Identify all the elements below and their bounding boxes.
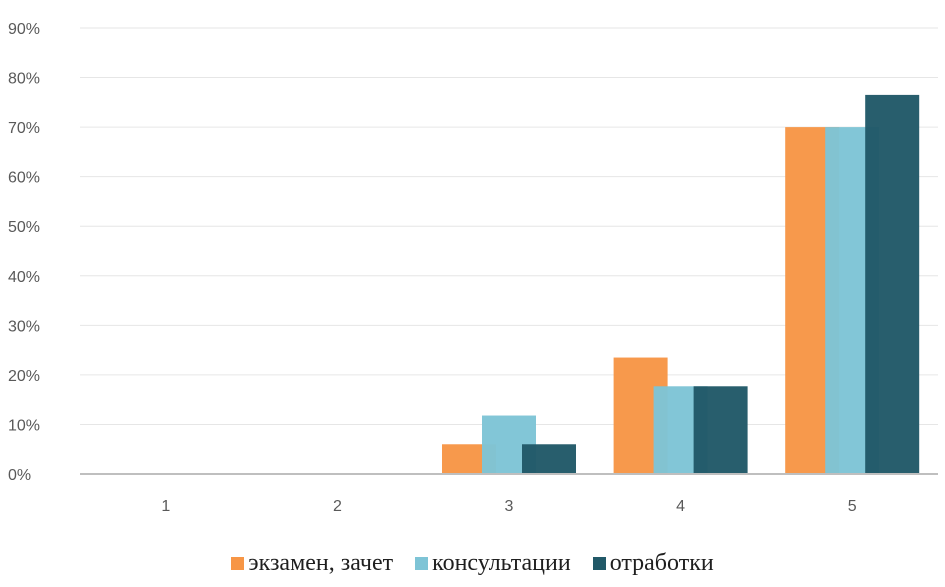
y-tick-label: 70% (8, 120, 40, 137)
bar-3-5 (865, 94, 920, 475)
y-tick-label: 50% (8, 219, 40, 236)
gridlines (80, 27, 938, 425)
legend-label: экзамен, зачет (248, 549, 394, 576)
bar-3-4 (693, 386, 748, 474)
x-tick-label: 1 (161, 498, 170, 515)
legend-item-3: отработки (592, 549, 714, 577)
legend-item-2: консультации (415, 550, 571, 577)
x-tick-label: 4 (676, 498, 685, 515)
legend-swatch (231, 556, 245, 570)
y-tick-label: 90% (8, 21, 40, 38)
y-tick-label: 30% (8, 318, 40, 335)
y-tick-label: 80% (8, 71, 40, 88)
y-tick-label: 10% (8, 417, 40, 434)
y-tick-label: 40% (8, 269, 40, 286)
y-axis-labels: 0% 10% 20% 30% 40% 50% 60% 70% 80% 90% (8, 21, 40, 484)
legend-label: отработки (609, 549, 714, 576)
legend-label: консультации (432, 549, 571, 576)
y-tick-label: 60% (8, 170, 40, 187)
bars (442, 94, 920, 475)
x-axis-labels: 1 2 3 4 5 (161, 498, 856, 515)
y-tick-label: 20% (8, 368, 40, 385)
bar-3-3 (522, 444, 576, 474)
y-tick-label: 0% (8, 467, 31, 484)
x-tick-label: 5 (848, 498, 857, 515)
legend-item-1: экзамен, зачет (231, 550, 393, 577)
legend-swatch (592, 556, 606, 570)
x-tick-label: 3 (505, 498, 514, 515)
legend: экзамен, зачет консультации отработки (0, 545, 945, 581)
legend-swatch (415, 556, 429, 570)
x-tick-label: 2 (333, 498, 342, 515)
